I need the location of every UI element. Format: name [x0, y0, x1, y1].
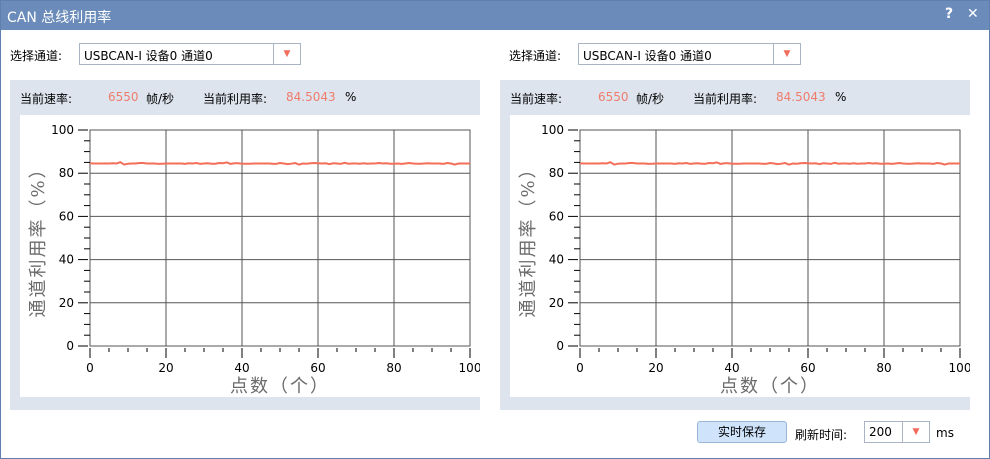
utilization-series-line [89, 161, 470, 166]
y-tick-label: 80 [59, 166, 74, 180]
util-value: 84.5043 [776, 90, 826, 104]
rate-unit: 帧/秒 [146, 92, 175, 106]
x-tick-label: 60 [310, 361, 325, 375]
select-channel-label: 选择通道: [10, 49, 63, 63]
dropdown-arrow-icon[interactable]: ▼ [773, 44, 800, 64]
rate-unit: 帧/秒 [636, 92, 665, 106]
util-value: 84.5043 [286, 90, 336, 104]
utilization-series-line [579, 161, 960, 166]
help-button[interactable]: ? [945, 6, 954, 22]
rate-value: 6550 [598, 90, 629, 104]
y-tick-label: 100 [541, 123, 564, 137]
channel-select-right[interactable]: USBCAN-I 设备0 通道0 ▼ [578, 43, 801, 65]
title-bar: CAN 总线利用率 ? ✕ [1, 1, 989, 30]
y-tick-label: 0 [66, 339, 74, 353]
y-axis-label: 通道利用率（%） [518, 158, 539, 317]
y-tick-label: 60 [59, 209, 74, 223]
y-tick-label: 100 [51, 123, 74, 137]
x-tick-label: 0 [86, 361, 94, 375]
y-axis-label: 通道利用率（%） [28, 158, 49, 317]
x-axis-label: 点数（个） [720, 376, 820, 397]
x-tick-label: 20 [158, 361, 173, 375]
x-tick-label: 100 [949, 361, 970, 375]
x-tick-label: 80 [386, 361, 401, 375]
util-label: 当前利用率: [203, 92, 268, 106]
dropdown-arrow-icon[interactable]: ▼ [902, 422, 929, 442]
y-tick-label: 20 [59, 296, 74, 310]
refresh-time-label: 刷新时间: [795, 428, 848, 442]
y-tick-label: 40 [59, 253, 74, 267]
select-channel-label: 选择通道: [509, 49, 562, 63]
channel-value: USBCAN-I 设备0 通道0 [583, 49, 712, 63]
x-tick-label: 100 [459, 361, 480, 375]
dropdown-arrow-icon[interactable]: ▼ [273, 44, 300, 64]
rate-value: 6550 [108, 90, 139, 104]
refresh-value: 200 [869, 425, 892, 439]
y-tick-label: 0 [556, 339, 564, 353]
chart-panel-right: 当前速率: 6550 帧/秒 当前利用率: 84.5043 % 0 20 40 60 8… [500, 80, 971, 410]
y-tick-label: 20 [549, 296, 564, 310]
util-unit: % [835, 90, 847, 104]
refresh-time-select[interactable]: 200 ▼ [864, 421, 930, 443]
refresh-unit: ms [936, 426, 954, 440]
x-tick-label: 0 [576, 361, 584, 375]
plot-area [579, 129, 961, 347]
x-tick-label: 40 [724, 361, 739, 375]
x-tick-label: 40 [234, 361, 249, 375]
channel-select-left[interactable]: USBCAN-I 设备0 通道0 ▼ [79, 43, 301, 65]
utilization-chart-left: 0 20 40 60 80 100 0 20 40 60 80 100 点数（个） 通道利用率（%） [20, 115, 481, 397]
util-label: 当前利用率: [693, 92, 758, 106]
rate-label: 当前速率: [20, 92, 73, 106]
x-tick-label: 80 [876, 361, 891, 375]
close-button[interactable]: ✕ [967, 6, 979, 22]
x-tick-label: 20 [648, 361, 663, 375]
y-tick-label: 40 [549, 253, 564, 267]
utilization-chart-right: 0 20 40 60 80 100 0 20 40 60 80 100 点数（个） 通道利用率（%） [510, 115, 971, 397]
x-tick-label: 60 [800, 361, 815, 375]
channel-value: USBCAN-I 设备0 通道0 [84, 49, 213, 63]
x-axis-label: 点数（个） [230, 376, 330, 397]
y-tick-label: 60 [549, 209, 564, 223]
util-unit: % [345, 90, 357, 104]
realtime-save-button[interactable]: 实时保存 [697, 421, 787, 443]
chart-panel-left: 当前速率: 6550 帧/秒 当前利用率: 84.5043 % 0 20 40 60 8… [10, 80, 481, 410]
window-title: CAN 总线利用率 [7, 10, 112, 26]
y-tick-label: 80 [549, 166, 564, 180]
rate-label: 当前速率: [510, 92, 563, 106]
